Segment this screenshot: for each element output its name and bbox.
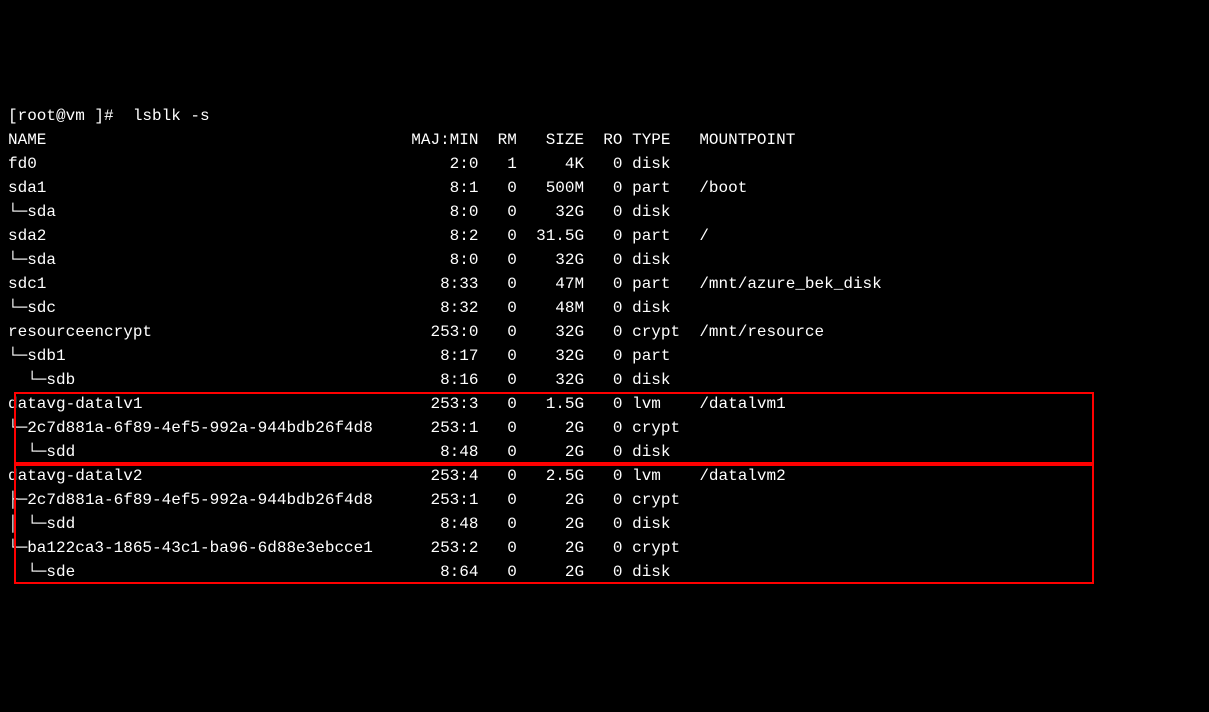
table-row: └─sda 8:0 0 32G 0 disk: [8, 248, 1201, 272]
table-row: └─2c7d881a-6f89-4ef5-992a-944bdb26f4d8 2…: [8, 416, 1201, 440]
table-row: fd0 2:0 1 4K 0 disk: [8, 152, 1201, 176]
table-row: sda1 8:1 0 500M 0 part /boot: [8, 176, 1201, 200]
table-row: └─sde 8:64 0 2G 0 disk: [8, 560, 1201, 584]
table-row: └─sdb1 8:17 0 32G 0 part: [8, 344, 1201, 368]
prompt-line: [root@vm ]# lsblk -s: [8, 104, 1201, 128]
terminal-output: [root@vm ]# lsblk -sNAME MAJ:MIN RM SIZE…: [8, 104, 1201, 584]
table-row: └─ba122ca3-1865-43c1-ba96-6d88e3ebcce1 2…: [8, 536, 1201, 560]
table-row: │ └─sdd 8:48 0 2G 0 disk: [8, 512, 1201, 536]
table-row: sdc1 8:33 0 47M 0 part /mnt/azure_bek_di…: [8, 272, 1201, 296]
table-row: sda2 8:2 0 31.5G 0 part /: [8, 224, 1201, 248]
table-row: datavg-datalv2 253:4 0 2.5G 0 lvm /datal…: [8, 464, 1201, 488]
table-row: ├─2c7d881a-6f89-4ef5-992a-944bdb26f4d8 2…: [8, 488, 1201, 512]
table-row: resourceencrypt 253:0 0 32G 0 crypt /mnt…: [8, 320, 1201, 344]
table-row: └─sda 8:0 0 32G 0 disk: [8, 200, 1201, 224]
table-row: └─sdc 8:32 0 48M 0 disk: [8, 296, 1201, 320]
table-row: └─sdd 8:48 0 2G 0 disk: [8, 440, 1201, 464]
table-row: └─sdb 8:16 0 32G 0 disk: [8, 368, 1201, 392]
header-line: NAME MAJ:MIN RM SIZE RO TYPE MOUNTPOINT: [8, 128, 1201, 152]
table-row: datavg-datalv1 253:3 0 1.5G 0 lvm /datal…: [8, 392, 1201, 416]
